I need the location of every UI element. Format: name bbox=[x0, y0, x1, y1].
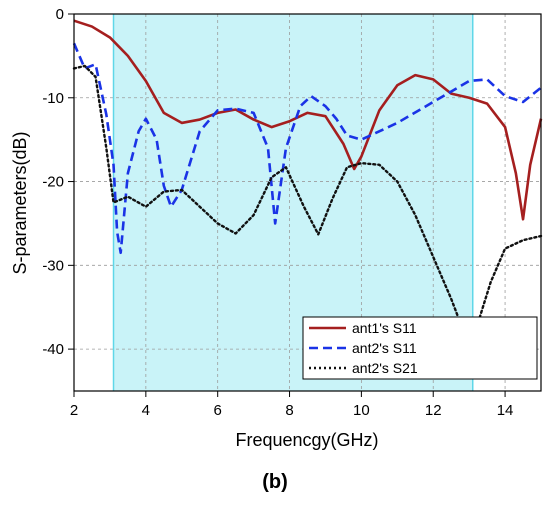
tick-layer: 2 4 6 8 10 12 14 0 -10 -20 -30 -40 bbox=[42, 6, 513, 419]
series-line-0 bbox=[73, 19, 543, 221]
y-tick-label-1: -10 bbox=[42, 90, 64, 107]
x-tick-label-1: 4 bbox=[142, 402, 150, 419]
legend-label-ant1-s11: ant1's S11 bbox=[352, 320, 417, 336]
plot-frame bbox=[73, 13, 542, 392]
x-tick-label-2: 6 bbox=[214, 402, 222, 419]
legend-label-ant2-s21: ant2's S21 bbox=[352, 360, 418, 376]
y-axis-label: S-parameters(dB) bbox=[10, 131, 30, 274]
x-tick-label-0: 2 bbox=[70, 402, 78, 419]
series-line-1 bbox=[72, 42, 542, 255]
legend: ant1's S11 ant2's S11 ant2's S21 bbox=[302, 316, 538, 380]
x-tick-label-4: 10 bbox=[353, 402, 370, 419]
y-tick-label-2: -20 bbox=[42, 174, 64, 191]
x-axis-label: Frequencgy(GHz) bbox=[235, 430, 378, 450]
y-tick-label-0: 0 bbox=[56, 6, 64, 23]
figure-caption: (b) bbox=[262, 471, 288, 493]
legend-label-ant2-s11: ant2's S11 bbox=[352, 340, 417, 356]
x-tick-label-6: 14 bbox=[497, 402, 514, 419]
x-tick-label-5: 12 bbox=[425, 402, 442, 419]
y-tick-label-4: -40 bbox=[42, 341, 64, 358]
y-tick-label-3: -30 bbox=[42, 257, 64, 274]
x-tick-label-3: 8 bbox=[285, 402, 293, 419]
